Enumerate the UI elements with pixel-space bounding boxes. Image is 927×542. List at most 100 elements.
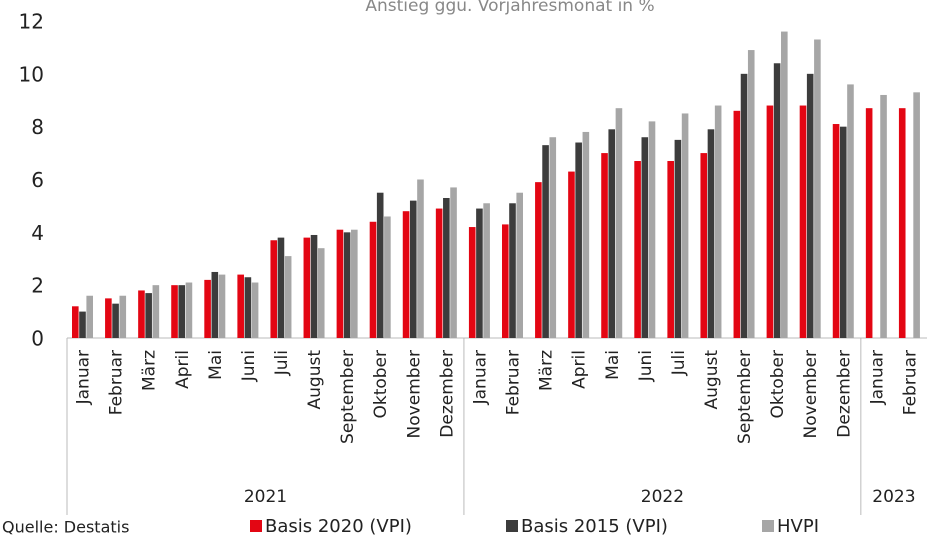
bar (402, 211, 410, 338)
x-tick-label: November (404, 350, 424, 438)
legend-label: HVPI (777, 516, 819, 537)
x-tick-label: November (801, 350, 821, 438)
bar (317, 248, 325, 338)
bar (409, 200, 417, 338)
x-tick-label: Oktober (768, 350, 788, 419)
x-tick-label: Juni (636, 350, 656, 382)
bar (880, 94, 887, 338)
y-tick-label: 2 (31, 274, 44, 298)
bar (700, 153, 708, 338)
bar (707, 129, 715, 338)
bar (847, 84, 854, 339)
bar (244, 277, 252, 338)
bar (509, 203, 516, 338)
bar (284, 256, 292, 338)
bar (575, 142, 582, 338)
bar (641, 137, 649, 338)
bar (839, 126, 847, 339)
y-tick-label: 12 (19, 10, 44, 34)
x-tick-label: Januar (470, 350, 490, 405)
bar (277, 237, 285, 338)
bar (218, 274, 226, 338)
x-tick-label: Dezember (834, 350, 854, 438)
legend-swatch (250, 520, 262, 532)
x-tick-label: Juli (272, 350, 292, 376)
source: Quelle: Destatis (2, 518, 129, 537)
bar (740, 73, 748, 338)
x-tick-label: Juni (239, 350, 259, 382)
bar (483, 203, 490, 338)
bar (435, 208, 443, 338)
bar (336, 229, 344, 338)
bar (211, 271, 219, 338)
bar (549, 137, 557, 338)
bar (747, 50, 755, 338)
group-label: 2021 (244, 487, 287, 507)
group-label: 2023 (872, 487, 915, 507)
legend-swatch (506, 520, 518, 532)
x-tick-label: September (735, 350, 755, 444)
bar (714, 105, 722, 339)
x-tick-label: Mai (206, 350, 226, 380)
bar (86, 295, 93, 338)
bar (369, 221, 377, 338)
legend-swatch (762, 520, 774, 532)
bar (542, 145, 549, 338)
group-label: 2022 (641, 487, 684, 507)
y-tick-label: 6 (31, 168, 44, 192)
bar (615, 108, 623, 338)
bar (806, 73, 814, 338)
bar (814, 39, 821, 338)
bar (773, 63, 781, 339)
bar (351, 229, 358, 338)
bar (667, 161, 674, 338)
x-tick-label: Februar (900, 350, 920, 415)
x-tick-label: März (537, 350, 557, 391)
bar (443, 197, 450, 338)
bar (468, 227, 476, 338)
bar (303, 237, 311, 338)
bar (913, 92, 920, 338)
chart-title: Anstieg ggü. Vorjahresmonat in % (365, 0, 654, 16)
x-tick-label: August (702, 350, 722, 410)
bar (105, 298, 112, 338)
x-tick-label: Mai (603, 350, 623, 380)
bar (343, 232, 351, 338)
y-tick-label: 8 (31, 115, 44, 139)
x-tick-label: April (173, 350, 193, 389)
bar (138, 290, 145, 338)
y-tick-label: 4 (31, 221, 44, 245)
bar (178, 285, 186, 338)
bar (502, 224, 509, 338)
bar (733, 110, 741, 338)
x-tick-label: Dezember (437, 350, 457, 438)
x-tick-label: Januar (74, 350, 94, 405)
y-tick-label: 0 (31, 327, 44, 351)
bar (251, 282, 259, 338)
bar (204, 279, 211, 338)
x-tick-label: Februar (504, 350, 524, 415)
bar (237, 274, 244, 338)
bar (608, 129, 616, 338)
bar (476, 208, 483, 338)
bar (832, 124, 840, 339)
x-tick-label: April (570, 350, 590, 389)
bar (781, 31, 788, 339)
bar (582, 131, 590, 338)
bar (799, 105, 807, 339)
bar (766, 105, 774, 339)
bar (516, 192, 523, 338)
bar (119, 295, 127, 338)
bar (112, 303, 119, 338)
x-tick-label: August (305, 350, 325, 410)
bar (568, 171, 575, 338)
x-tick-label: Januar (867, 350, 887, 405)
bar (152, 285, 160, 338)
bar (417, 179, 424, 338)
bar (674, 139, 682, 338)
legend-label: Basis 2020 (VPI) (265, 516, 412, 537)
legend-label: Basis 2015 (VPI) (521, 516, 668, 537)
x-tick-label: Oktober (371, 350, 391, 419)
x-tick-label: Juli (669, 350, 689, 376)
